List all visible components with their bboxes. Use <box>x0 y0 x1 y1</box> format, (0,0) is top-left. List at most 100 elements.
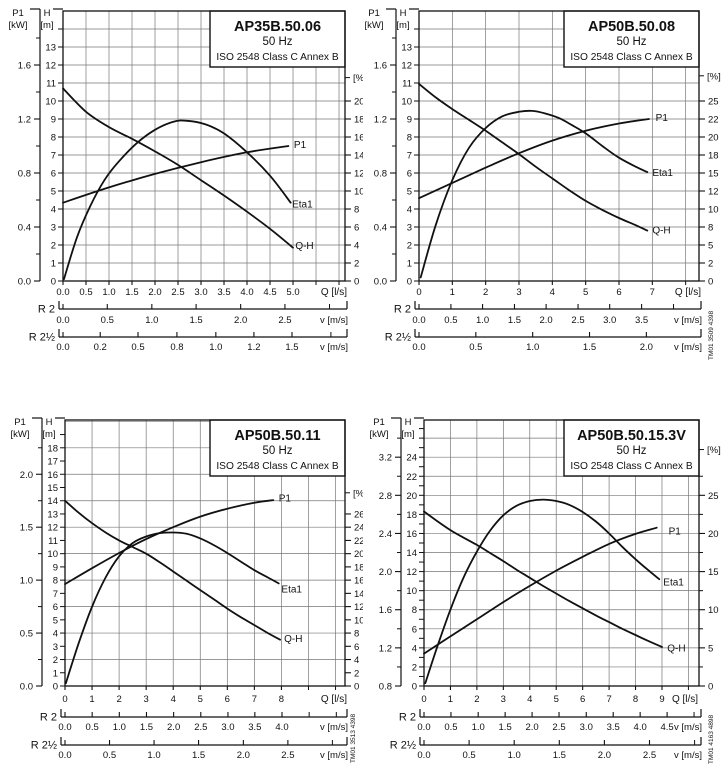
q-axis: 0.0 0.5 1.0 1.5 2.0 2.5 3.0 3.5 4.0 4.5 5.0 Q [l/s] <box>56 281 347 298</box>
frequency-label: 50 Hz <box>262 36 292 48</box>
velocity-axis-unit: v [m/s] <box>320 342 348 353</box>
velocity-tick-label: 3.5 <box>635 315 648 326</box>
velocity-tick-label: 0.2 <box>94 342 107 353</box>
velocity-scale-name: R 2½ <box>31 740 57 752</box>
h-tick-label: 0 <box>53 682 58 693</box>
h-tick-label: 5 <box>407 187 412 198</box>
pump-model-title: AP50B.50.15.3V <box>577 428 686 444</box>
pct-tick-label: 20 <box>354 97 363 108</box>
q-axis-unit: Q [l/s] <box>675 287 701 298</box>
h-tick-label: 1 <box>51 259 56 270</box>
h-tick-label: 8 <box>407 133 412 144</box>
plot-border <box>418 10 700 282</box>
velocity-tick-label: 1.0 <box>113 722 126 733</box>
velocity-tick-label: 3.0 <box>221 722 234 733</box>
h-tick-label: 11 <box>48 536 58 547</box>
grid <box>424 420 699 686</box>
p1-axis-title: P1 <box>12 8 24 19</box>
h-tick-label: 9 <box>51 115 56 126</box>
velocity-axis-unit: v [m/s] <box>320 315 348 326</box>
h-tick-label: 4 <box>51 205 56 216</box>
q-tick-label: 7 <box>650 287 655 298</box>
h-tick-label: 15 <box>47 483 58 494</box>
qh-curve <box>418 83 649 232</box>
velocity-scale-name: R 2 <box>38 304 55 316</box>
h-tick-label: 4 <box>412 643 417 654</box>
velocity-tick-label: 3.5 <box>248 722 261 733</box>
h-tick-label: 3 <box>407 223 412 234</box>
title-box-border <box>563 419 700 477</box>
iso-standard-label: ISO 2548 Class C Annex B <box>216 461 339 472</box>
pct-tick-label: 8 <box>354 629 359 640</box>
q-tick-label: 3.0 <box>194 287 207 298</box>
velocity-tick-label: 0.0 <box>412 315 425 326</box>
iso-standard-label: ISO 2548 Class C Annex B <box>570 461 693 472</box>
h-tick-label: 13 <box>45 43 56 54</box>
velocity-tick-label: 1.5 <box>583 342 596 353</box>
q-tick-label: 9 <box>659 694 664 705</box>
p1-tick-label: 0.0 <box>374 277 387 288</box>
p1-tick-label: 3.2 <box>379 453 392 464</box>
eta1-curve-label: Eta1 <box>281 584 302 595</box>
velocity-scale-name: R 2½ <box>385 332 411 344</box>
q-axis-unit: Q [l/s] <box>321 287 347 298</box>
q-tick-label: 4.5 <box>263 287 276 298</box>
velocity-tick-label: 1.5 <box>285 342 298 353</box>
pct-tick-label: 10 <box>354 615 363 626</box>
h-axis-unit: [m] <box>396 20 409 31</box>
h-tick-label: 8 <box>53 576 58 587</box>
h-tick-label: 3 <box>51 223 56 234</box>
h-tick-label: 5 <box>53 615 58 626</box>
p1-tick-label: 1.6 <box>374 61 387 72</box>
eta1-curve <box>424 498 661 685</box>
frequency-label: 50 Hz <box>616 445 646 457</box>
pct-tick-label: 10 <box>708 205 719 216</box>
p1-tick-label: 0.4 <box>374 223 387 234</box>
qh-curve <box>64 499 281 641</box>
pct-tick-label: 10 <box>354 187 363 198</box>
p1-tick-label: 2.4 <box>379 529 392 540</box>
h-tick-label: 11 <box>402 79 412 90</box>
velocity-tick-label: 2.0 <box>167 722 180 733</box>
q-tick-label: 4 <box>171 694 176 705</box>
p1-curve <box>418 118 650 200</box>
velocity-tick-label: 0.0 <box>417 750 430 761</box>
q-tick-label: 3.5 <box>217 287 230 298</box>
velocity-axis-unit: v [m/s] <box>674 342 702 353</box>
velocity-scale-name: R 2 <box>394 304 411 316</box>
velocity-tick-label: 2.0 <box>234 315 247 326</box>
pct-tick-label: 0 <box>708 277 713 288</box>
h-tick-label: 7 <box>51 151 56 162</box>
pct-tick-label: 20 <box>708 529 719 540</box>
velocity-tick-label: 1.0 <box>526 342 539 353</box>
p1-curve-label: P1 <box>279 494 292 505</box>
h-tick-label: 6 <box>412 624 417 635</box>
chart-panel-ap50b-50-15-3v: Q-H Eta1 P1 AP50B.50.15.3V 50 Hz ISO 2548 Cla… <box>362 386 725 771</box>
pct-tick-label: 26 <box>354 509 363 520</box>
h-tick-label: 14 <box>47 496 58 507</box>
velocity-scale-r2half: R 2½0.0 0.5 1.0 1.5 2.0 v [m/s] <box>385 329 702 353</box>
eta1-curve-label: Eta1 <box>663 578 684 589</box>
pct-tick-label: 25 <box>708 491 719 502</box>
velocity-tick-label: 1.0 <box>472 722 485 733</box>
chart-panel-ap35b-50-06: Q-H Eta1 P1 AP35B.50.06 50 Hz ISO 2548 Class … <box>0 0 367 391</box>
h-tick-label: 12 <box>45 61 56 72</box>
velocity-scale-r2half: R 2½0.0 0.2 0.5 0.8 1.0 1.2 1.5 v [m/s] <box>29 329 348 353</box>
eta1-curve-label: Eta1 <box>292 200 313 211</box>
curves: Q-H Eta1 P1 <box>418 83 673 279</box>
h-tick-label: 0 <box>407 277 412 288</box>
q-tick-label: 1.0 <box>102 287 115 298</box>
q-axis: 0 1 2 3 4 5 6 7 Q [l/s] <box>416 281 701 298</box>
h-axis-unit: [m] <box>401 429 414 440</box>
p1-axis-unit: [kW] <box>370 429 389 440</box>
velocity-tick-label: 0.5 <box>86 722 99 733</box>
p1-tick-label: 1.6 <box>379 605 392 616</box>
pct-tick-label: 5 <box>708 643 713 654</box>
pct-tick-label: 16 <box>354 576 363 587</box>
